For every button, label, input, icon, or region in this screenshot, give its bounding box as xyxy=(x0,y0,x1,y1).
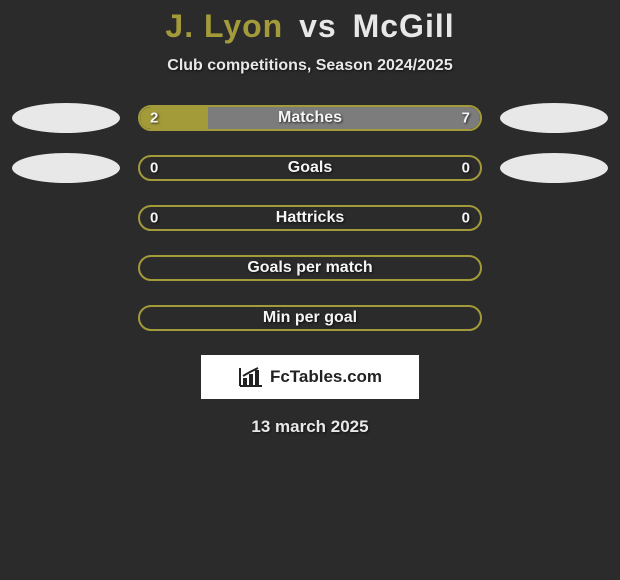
brand-chart-icon xyxy=(238,366,264,388)
stat-value-player1: 0 xyxy=(150,160,158,177)
date: 13 march 2025 xyxy=(0,417,620,437)
player1-badge xyxy=(12,103,120,133)
brand-text: FcTables.com xyxy=(270,367,382,387)
stat-label: Goals per match xyxy=(247,259,372,277)
stat-label: Matches xyxy=(278,109,342,127)
stat-row: 0 0 Hattricks xyxy=(0,203,620,233)
stat-value-player2: 0 xyxy=(462,210,470,227)
comparison-card: J. Lyon vs McGill Club competitions, Sea… xyxy=(0,0,620,437)
player2-badge xyxy=(500,153,608,183)
stat-bar: Min per goal xyxy=(138,305,482,331)
title-player2: McGill xyxy=(353,8,455,44)
stat-bar: 2 7 Matches xyxy=(138,105,482,131)
stat-row: 2 7 Matches xyxy=(0,103,620,133)
stat-bar: 0 0 Goals xyxy=(138,155,482,181)
stat-bar: Goals per match xyxy=(138,255,482,281)
title-vs: vs xyxy=(299,8,337,44)
player1-badge xyxy=(12,153,120,183)
stat-value-player1: 0 xyxy=(150,210,158,227)
stat-row: Min per goal xyxy=(0,303,620,333)
title: J. Lyon vs McGill xyxy=(0,8,620,45)
player2-badge xyxy=(500,103,608,133)
title-player1: J. Lyon xyxy=(165,8,283,44)
subtitle: Club competitions, Season 2024/2025 xyxy=(0,57,620,75)
brand-badge: FcTables.com xyxy=(201,355,419,399)
bar-fill-player2 xyxy=(208,107,480,129)
stat-row: Goals per match xyxy=(0,253,620,283)
stat-row: 0 0 Goals xyxy=(0,153,620,183)
stat-value-player2: 7 xyxy=(462,110,470,127)
stat-value-player1: 2 xyxy=(150,110,158,127)
stat-value-player2: 0 xyxy=(462,160,470,177)
stat-rows: 2 7 Matches 0 0 Goals 0 0 Hattricks Goals per mat… xyxy=(0,103,620,333)
stat-label: Min per goal xyxy=(263,309,357,327)
stat-bar: 0 0 Hattricks xyxy=(138,205,482,231)
stat-label: Hattricks xyxy=(276,209,344,227)
stat-label: Goals xyxy=(288,159,332,177)
